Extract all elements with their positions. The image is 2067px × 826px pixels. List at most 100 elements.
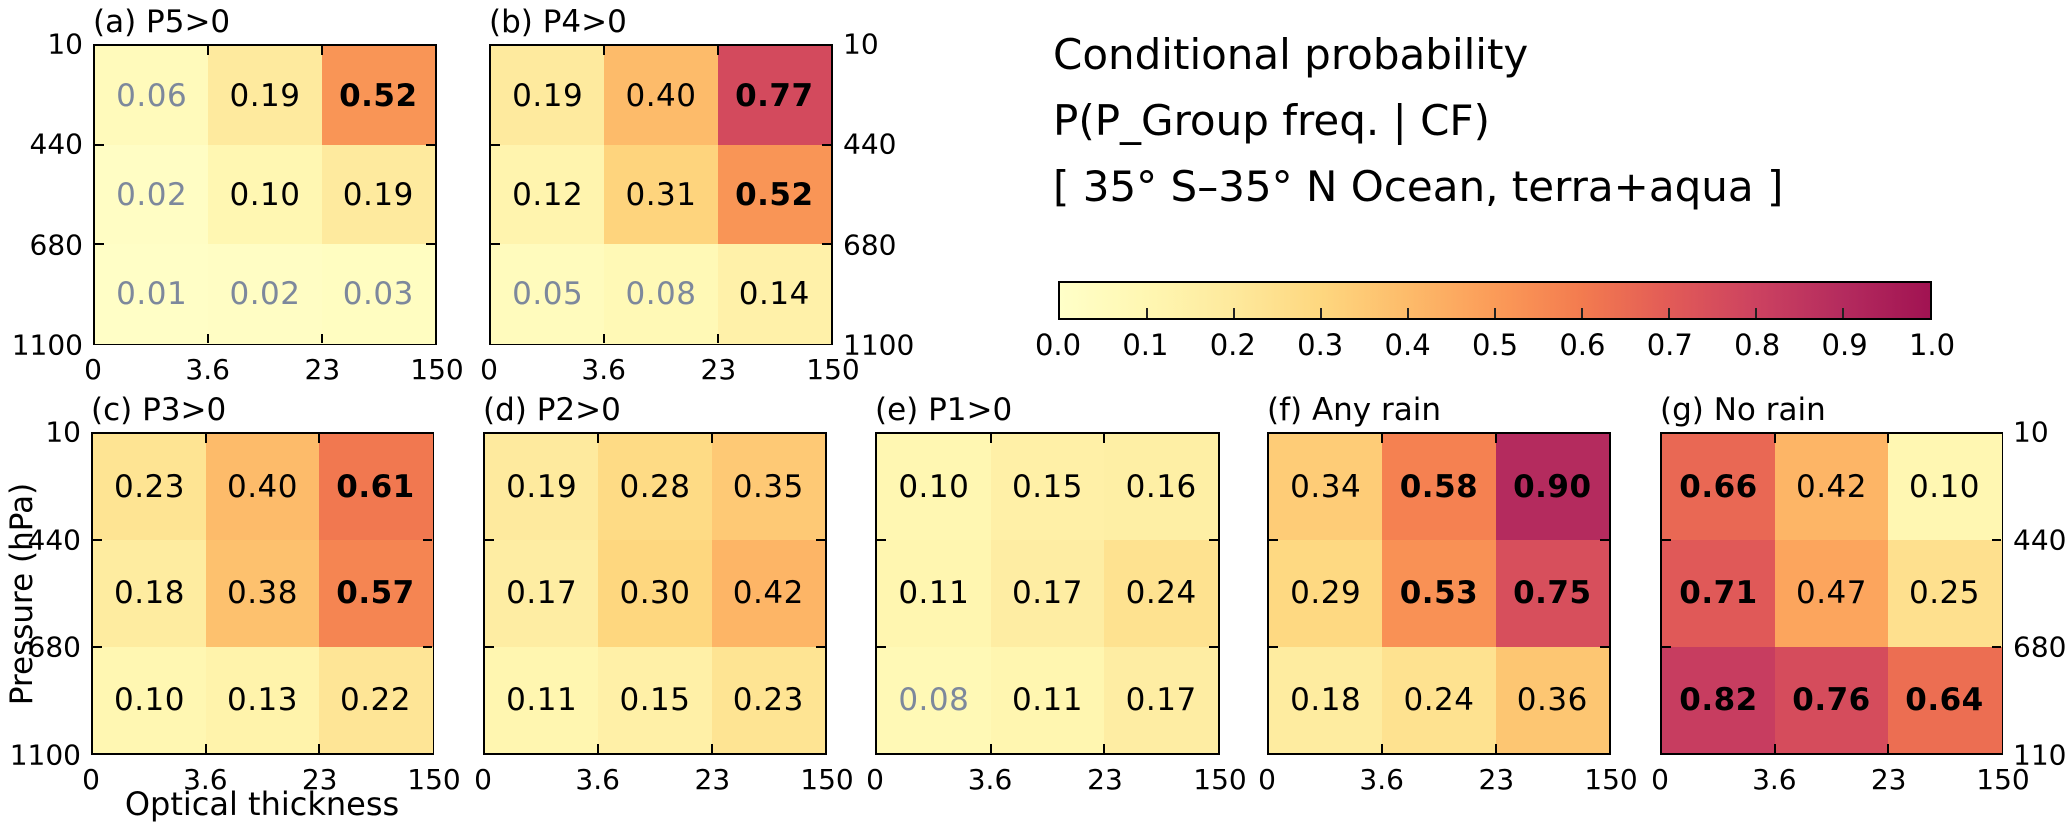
panel-title-f: (f) Any rain bbox=[1267, 392, 1442, 428]
y-tick-label: 680 bbox=[843, 228, 897, 262]
heatmap-cell-d-1-0 bbox=[485, 540, 599, 648]
cell-value-e-2-2: 0.17 bbox=[1125, 681, 1197, 718]
heatmap-cell-e-2-2 bbox=[1104, 646, 1219, 754]
heatmap-cell-b-2-1 bbox=[604, 244, 719, 344]
cell-value-d-0-1: 0.28 bbox=[619, 469, 691, 506]
colorbar-tick-label: 0.0 bbox=[1034, 328, 1082, 362]
tick-mark bbox=[491, 243, 500, 245]
cell-value-c-0-1: 0.40 bbox=[226, 469, 299, 506]
x-tick-label: 23 bbox=[1870, 763, 1907, 796]
y-tick-label: 1100 bbox=[2013, 738, 2067, 772]
cell-value-f-1-2: 0.75 bbox=[1513, 575, 1592, 612]
y-tick-label: 1100 bbox=[11, 328, 83, 362]
y-tick-label: 440 bbox=[843, 127, 897, 161]
y-tick-label: 10 bbox=[843, 27, 879, 61]
heatmap-cell-d-1-1 bbox=[598, 540, 713, 648]
heatmap-cell-g-2-2 bbox=[1888, 646, 2002, 754]
x-tick-label: 150 bbox=[407, 763, 461, 796]
heatmap-cell-e-1-2 bbox=[1104, 540, 1219, 648]
cell-value-d-1-1: 0.30 bbox=[619, 575, 691, 612]
cell-value-e-1-1: 0.17 bbox=[1011, 575, 1083, 612]
heatmap-cell-d-1-2 bbox=[711, 540, 826, 648]
tick-mark bbox=[597, 434, 600, 443]
panel-title-a: (a) P5>0 bbox=[93, 4, 231, 40]
colorbar-tick-label: 0.2 bbox=[1209, 328, 1256, 362]
x-tick-label: 0 bbox=[82, 763, 100, 796]
cell-value-c-1-2: 0.57 bbox=[336, 575, 415, 612]
x-tick-label: 23 bbox=[1478, 763, 1515, 796]
tick-mark bbox=[426, 243, 435, 245]
x-tick-label: 3.6 bbox=[575, 763, 620, 796]
y-tick-label: 10 bbox=[47, 27, 83, 61]
heatmap-cell-c-0-0 bbox=[93, 434, 207, 541]
tick-mark bbox=[1381, 434, 1384, 443]
tick-mark bbox=[318, 434, 320, 443]
heatmap-cell-c-2-2 bbox=[319, 646, 433, 754]
cell-value-d-1-0: 0.17 bbox=[506, 575, 578, 612]
heatmap-cell-g-1-0 bbox=[1662, 540, 1776, 648]
colorbar-tick-mark bbox=[1320, 308, 1322, 318]
tick-mark bbox=[1774, 434, 1776, 443]
cell-value-c-2-1: 0.13 bbox=[226, 681, 299, 718]
tick-mark bbox=[710, 434, 713, 443]
x-tick-label: 3.6 bbox=[581, 353, 626, 386]
heatmap-cell-f-1-2 bbox=[1495, 540, 1610, 648]
heatmap-cell-d-2-0 bbox=[485, 646, 599, 754]
colorbar-tick-mark bbox=[1233, 308, 1235, 318]
panel-title-b: (b) P4>0 bbox=[489, 4, 627, 40]
tick-mark bbox=[1494, 434, 1497, 443]
heatmap-cell-g-0-1 bbox=[1775, 434, 1889, 541]
x-axis-label: Optical thickness bbox=[124, 785, 400, 823]
cell-value-e-0-0: 0.10 bbox=[898, 469, 970, 506]
heatmap-cell-d-0-0 bbox=[485, 434, 599, 541]
tick-mark bbox=[1209, 539, 1218, 542]
cell-value-e-2-1: 0.11 bbox=[1011, 681, 1083, 718]
x-tick-label: 23 bbox=[694, 763, 731, 796]
colorbar-tick-mark bbox=[1494, 308, 1496, 318]
x-tick-label: 3.6 bbox=[185, 353, 230, 386]
tick-mark bbox=[95, 144, 104, 146]
tick-mark bbox=[320, 334, 323, 343]
heatmap-cell-e-0-2 bbox=[1104, 434, 1219, 541]
tick-mark bbox=[1662, 539, 1671, 542]
cell-value-a-1-2: 0.19 bbox=[342, 176, 414, 213]
colorbar-tick-mark bbox=[1407, 308, 1409, 318]
heatmap-cell-b-2-2 bbox=[717, 244, 832, 344]
cell-value-a-2-1: 0.02 bbox=[229, 275, 301, 312]
cell-value-b-0-1: 0.40 bbox=[625, 77, 697, 114]
tick-mark bbox=[989, 744, 992, 753]
cell-value-f-2-0: 0.18 bbox=[1290, 681, 1362, 718]
tick-mark bbox=[1774, 744, 1776, 753]
tick-mark bbox=[1381, 744, 1384, 753]
tick-mark bbox=[603, 334, 606, 343]
figure-title-line-2: P(P_Group freq. | CF) bbox=[1053, 96, 1490, 145]
tick-mark bbox=[1662, 645, 1671, 648]
y-tick-label: 440 bbox=[2013, 523, 2067, 557]
heatmap-panel-b: 0.19 0.40 0.77 0.12 0.31 0.52 0.05 0.08 0.14 bbox=[489, 44, 833, 345]
colorbar-tick-label: 0.4 bbox=[1384, 328, 1431, 362]
heatmap-cell-c-2-1 bbox=[206, 646, 320, 754]
tick-mark bbox=[1103, 744, 1106, 753]
cell-value-d-0-0: 0.19 bbox=[506, 469, 578, 506]
tick-mark bbox=[485, 645, 494, 648]
tick-mark bbox=[1209, 645, 1218, 648]
x-tick-label: 0 bbox=[866, 763, 884, 796]
heatmap-cell-a-0-2 bbox=[321, 46, 436, 146]
panel-title-e: (e) P1>0 bbox=[875, 392, 1013, 428]
heatmap-cell-b-0-2 bbox=[717, 46, 832, 146]
cell-value-a-0-2: 0.52 bbox=[339, 77, 418, 114]
heatmap-cell-f-0-1 bbox=[1382, 434, 1497, 541]
y-tick-label: 1100 bbox=[843, 328, 915, 362]
cell-value-f-0-1: 0.58 bbox=[1399, 469, 1479, 506]
cell-value-b-1-0: 0.12 bbox=[512, 176, 584, 213]
heatmap-cell-d-2-2 bbox=[711, 646, 826, 754]
colorbar-tick-label: 0.5 bbox=[1471, 328, 1519, 362]
cell-value-a-1-0: 0.02 bbox=[116, 176, 188, 213]
cell-value-e-0-1: 0.15 bbox=[1011, 469, 1083, 506]
tick-mark bbox=[822, 243, 831, 245]
heatmap-cell-c-0-2 bbox=[319, 434, 433, 541]
x-tick-label: 3.6 bbox=[967, 763, 1013, 796]
heatmap-panel-g: 0.66 0.42 0.10 0.71 0.47 0.25 0.82 0.76 0.64 bbox=[1660, 432, 2003, 755]
cell-value-g-1-0: 0.71 bbox=[1679, 575, 1758, 612]
tick-mark bbox=[426, 144, 435, 146]
